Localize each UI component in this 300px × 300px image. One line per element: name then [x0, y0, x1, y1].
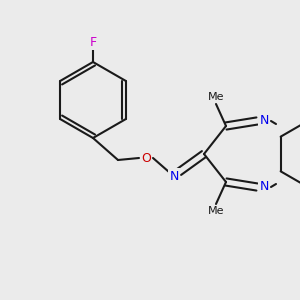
Text: Me: Me: [208, 206, 224, 216]
Text: F: F: [89, 35, 97, 49]
Text: O: O: [141, 152, 151, 164]
Text: N: N: [259, 181, 269, 194]
Text: Me: Me: [208, 92, 224, 102]
Text: N: N: [169, 169, 179, 182]
Text: N: N: [259, 115, 269, 128]
